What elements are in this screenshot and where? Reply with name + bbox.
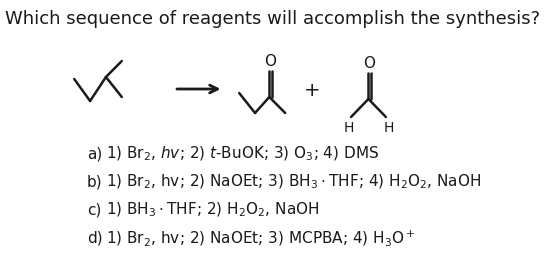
Text: Which sequence of reagents will accomplish the synthesis?: Which sequence of reagents will accompli… [5, 10, 540, 28]
Text: H: H [384, 121, 394, 135]
Text: d): d) [87, 230, 102, 246]
Text: H: H [343, 121, 354, 135]
Text: 1) Br$_2$, $hv$; 2) $t$-BuOK; 3) O$_3$; 4) DMS: 1) Br$_2$, $hv$; 2) $t$-BuOK; 3) O$_3$; … [106, 145, 379, 163]
Text: b): b) [87, 175, 102, 190]
Text: a): a) [87, 147, 102, 162]
Text: 1) BH$_3\cdot$THF; 2) H$_2$O$_2$, NaOH: 1) BH$_3\cdot$THF; 2) H$_2$O$_2$, NaOH [106, 201, 319, 219]
Text: 1) Br$_2$, hv; 2) NaOEt; 3) MCPBA; 4) H$_3$O$^+$: 1) Br$_2$, hv; 2) NaOEt; 3) MCPBA; 4) H$… [106, 228, 415, 248]
Text: +: + [304, 81, 320, 100]
Text: O: O [364, 57, 376, 72]
Text: O: O [264, 54, 276, 70]
Text: 1) Br$_2$, hv; 2) NaOEt; 3) BH$_3\cdot$THF; 4) H$_2$O$_2$, NaOH: 1) Br$_2$, hv; 2) NaOEt; 3) BH$_3\cdot$T… [106, 173, 481, 191]
Text: c): c) [87, 202, 101, 218]
